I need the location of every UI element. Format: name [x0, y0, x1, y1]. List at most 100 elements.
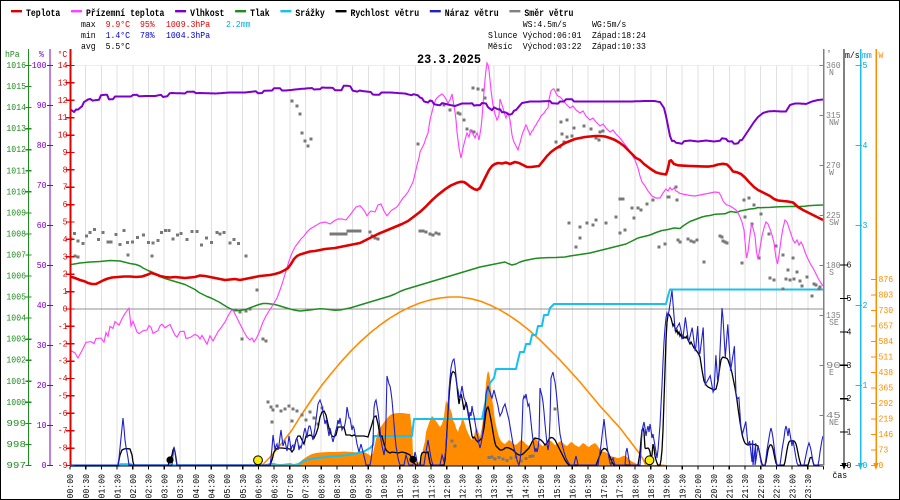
svg-text:4: 4 — [63, 235, 68, 245]
svg-text:2: 2 — [847, 394, 852, 404]
svg-text:1004: 1004 — [6, 314, 26, 324]
svg-text:00:00: 00:00 — [66, 474, 76, 499]
svg-text:2: 2 — [63, 270, 68, 280]
svg-text:0: 0 — [63, 305, 68, 315]
svg-text:9.9°C: 9.9°C — [106, 19, 131, 30]
svg-text:max: max — [81, 19, 96, 30]
svg-text:-6: -6 — [58, 409, 68, 419]
svg-text:1.4°C: 1.4°C — [106, 30, 131, 41]
svg-text:60: 60 — [37, 221, 47, 231]
svg-text:1007: 1007 — [6, 251, 26, 261]
svg-text:1009.3hPa: 1009.3hPa — [166, 19, 210, 30]
svg-text:21:00: 21:00 — [726, 474, 736, 499]
svg-text:Měsíc: Měsíc — [488, 41, 513, 52]
svg-text:21:30: 21:30 — [741, 474, 751, 499]
svg-text:13:30: 13:30 — [490, 474, 500, 499]
svg-text:803: 803 — [879, 291, 894, 301]
svg-text:-3: -3 — [58, 357, 68, 367]
svg-text:Vlhkost: Vlhkost — [190, 8, 224, 20]
svg-text:-4: -4 — [58, 374, 68, 384]
svg-text:m/s: m/s — [845, 51, 860, 61]
svg-text:09:00: 09:00 — [349, 474, 359, 499]
svg-text:02:30: 02:30 — [145, 474, 155, 499]
svg-text:20:30: 20:30 — [710, 474, 720, 499]
svg-text:mm: mm — [862, 51, 872, 61]
svg-text:20:00: 20:00 — [694, 474, 704, 499]
svg-text:NW: NW — [829, 118, 839, 128]
svg-text:13:00: 13:00 — [474, 474, 484, 499]
svg-text:998: 998 — [6, 440, 26, 450]
svg-text:00:30: 00:30 — [82, 474, 92, 499]
svg-text:23:00: 23:00 — [788, 474, 798, 499]
svg-text:135: 135 — [826, 311, 841, 321]
svg-text:30: 30 — [37, 341, 47, 351]
svg-text:12: 12 — [58, 96, 68, 106]
svg-text:09:30: 09:30 — [365, 474, 375, 499]
svg-text:-9: -9 — [58, 461, 68, 471]
svg-text:Přízemní teplota: Přízemní teplota — [86, 8, 164, 20]
svg-text:4: 4 — [863, 141, 868, 151]
svg-text:08:30: 08:30 — [333, 474, 343, 499]
svg-text:10:00: 10:00 — [380, 474, 390, 499]
svg-text:3: 3 — [863, 221, 868, 231]
svg-text:270: 270 — [826, 161, 841, 171]
svg-text:13: 13 — [58, 78, 68, 88]
svg-text:360: 360 — [826, 61, 841, 71]
svg-text:1010: 1010 — [6, 187, 26, 197]
svg-text:22:00: 22:00 — [757, 474, 767, 499]
svg-text:365: 365 — [879, 384, 894, 394]
svg-text:W: W — [879, 51, 884, 61]
svg-text:SW: SW — [829, 218, 839, 228]
svg-text:1009: 1009 — [6, 208, 26, 218]
svg-text:70: 70 — [37, 181, 47, 191]
svg-text:-7: -7 — [58, 426, 68, 436]
svg-text:7: 7 — [63, 183, 68, 193]
svg-text:1: 1 — [847, 428, 852, 438]
svg-text:12:30: 12:30 — [459, 474, 469, 499]
svg-text:12:00: 12:00 — [443, 474, 453, 499]
svg-text:219: 219 — [879, 415, 894, 425]
svg-text:06:30: 06:30 — [270, 474, 280, 499]
svg-text:100: 100 — [32, 61, 47, 71]
svg-text:73: 73 — [879, 446, 889, 456]
svg-text:19:30: 19:30 — [678, 474, 688, 499]
svg-text:657: 657 — [879, 322, 894, 332]
svg-text:11:30: 11:30 — [427, 474, 437, 499]
svg-text:90: 90 — [826, 361, 841, 371]
svg-text:Směr větru: Směr větru — [524, 8, 573, 20]
svg-text:01:00: 01:00 — [98, 474, 108, 499]
svg-text:Rychlost větru: Rychlost větru — [351, 8, 420, 20]
svg-text:18:00: 18:00 — [631, 474, 641, 499]
svg-text:80: 80 — [37, 141, 47, 151]
svg-text:146: 146 — [879, 430, 894, 440]
svg-text:04:30: 04:30 — [208, 474, 218, 499]
svg-text:22:30: 22:30 — [773, 474, 783, 499]
svg-text:Východ:03:22: Východ:03:22 — [523, 41, 582, 52]
svg-text:584: 584 — [879, 337, 894, 347]
svg-text:1001: 1001 — [6, 377, 26, 387]
svg-text:1014: 1014 — [6, 103, 26, 113]
svg-text:8: 8 — [63, 165, 68, 175]
svg-text:438: 438 — [879, 368, 894, 378]
svg-text:°C: °C — [58, 50, 68, 60]
svg-text:04:00: 04:00 — [192, 474, 202, 499]
svg-text:1: 1 — [63, 287, 68, 297]
svg-text:čas: čas — [833, 471, 848, 481]
svg-text:SE: SE — [829, 318, 839, 328]
svg-text:1004.3hPa: 1004.3hPa — [166, 30, 210, 41]
svg-text:2: 2 — [863, 301, 868, 311]
svg-text:N: N — [829, 68, 834, 78]
svg-text:20: 20 — [37, 381, 47, 391]
svg-text:78%: 78% — [140, 30, 155, 41]
svg-text:0: 0 — [879, 461, 884, 471]
svg-text:11: 11 — [58, 113, 68, 123]
svg-text:15:00: 15:00 — [537, 474, 547, 499]
svg-text:1012: 1012 — [6, 145, 26, 155]
svg-text:06:00: 06:00 — [255, 474, 265, 499]
svg-text:02:00: 02:00 — [129, 474, 139, 499]
svg-text:5: 5 — [63, 218, 68, 228]
svg-text:01:30: 01:30 — [113, 474, 123, 499]
svg-text:05:00: 05:00 — [223, 474, 233, 499]
svg-text:WG:5m/s: WG:5m/s — [592, 19, 626, 30]
svg-text:997: 997 — [6, 461, 26, 471]
